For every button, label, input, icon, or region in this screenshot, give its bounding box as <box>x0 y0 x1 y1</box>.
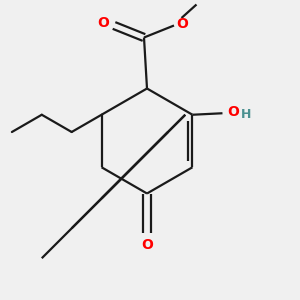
Text: O: O <box>98 16 110 30</box>
Text: O: O <box>176 17 188 31</box>
Text: O: O <box>141 238 153 252</box>
Text: O: O <box>227 105 239 119</box>
Text: H: H <box>241 108 251 121</box>
